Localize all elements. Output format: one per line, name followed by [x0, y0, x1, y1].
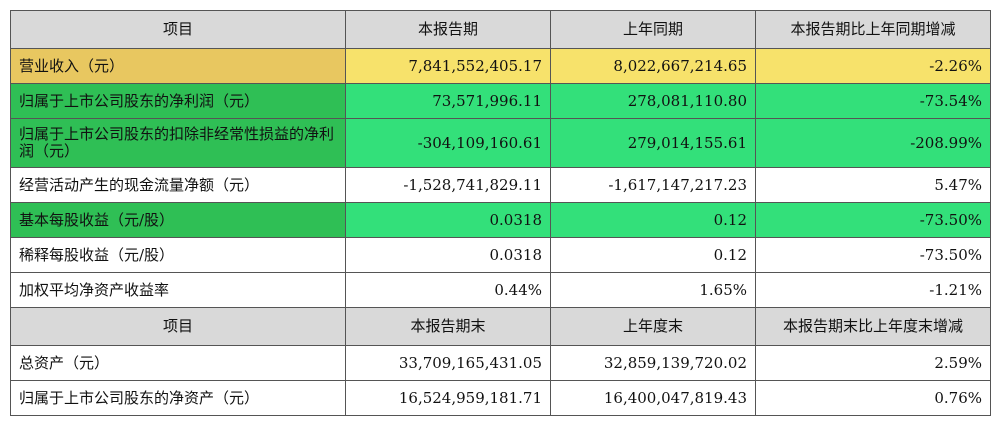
- row-label: 归属于上市公司股东的扣除非经常性损益的净利润（元）: [10, 118, 346, 168]
- table-row: 归属于上市公司股东的扣除非经常性损益的净利润（元） -304,109,160.6…: [10, 118, 991, 168]
- table-header-row: 项目 本报告期末 上年度末 本报告期末比上年度末增减: [10, 307, 991, 346]
- table-row: 归属于上市公司股东的净利润（元） 73,571,996.11 278,081,1…: [10, 83, 991, 119]
- table-row: 加权平均净资产收益率 0.44% 1.65% -1.21%: [10, 272, 991, 308]
- financial-summary-table: 项目 本报告期 上年同期 本报告期比上年同期增减 营业收入（元） 7,841,5…: [10, 10, 991, 416]
- row-prior-value: -1,617,147,217.23: [550, 167, 756, 203]
- row-change-value: -73.50%: [755, 202, 991, 238]
- row-current-value: 33,709,165,431.05: [345, 345, 551, 381]
- row-change-value: 0.76%: [755, 380, 991, 416]
- row-current-value: 0.0318: [345, 237, 551, 273]
- row-change-value: -208.99%: [755, 118, 991, 168]
- row-label: 经营活动产生的现金流量净额（元）: [10, 167, 346, 203]
- table-row: 经营活动产生的现金流量净额（元） -1,528,741,829.11 -1,61…: [10, 167, 991, 203]
- row-prior-value: 0.12: [550, 202, 756, 238]
- row-current-value: 73,571,996.11: [345, 83, 551, 119]
- row-prior-value: 278,081,110.80: [550, 83, 756, 119]
- row-change-value: -1.21%: [755, 272, 991, 308]
- row-label: 加权平均净资产收益率: [10, 272, 346, 308]
- row-prior-value: 8,022,667,214.65: [550, 48, 756, 84]
- header-cell-current: 本报告期: [345, 10, 551, 49]
- header-cell-change: 本报告期末比上年度末增减: [755, 307, 991, 346]
- table-row: 总资产（元） 33,709,165,431.05 32,859,139,720.…: [10, 345, 991, 381]
- row-prior-value: 279,014,155.61: [550, 118, 756, 168]
- row-change-value: 5.47%: [755, 167, 991, 203]
- header-cell-item: 项目: [10, 307, 346, 346]
- row-prior-value: 32,859,139,720.02: [550, 345, 756, 381]
- row-label: 总资产（元）: [10, 345, 346, 381]
- header-cell-item: 项目: [10, 10, 346, 49]
- table-header-row: 项目 本报告期 上年同期 本报告期比上年同期增减: [10, 10, 991, 49]
- table-row: 稀释每股收益（元/股） 0.0318 0.12 -73.50%: [10, 237, 991, 273]
- header-cell-prior: 上年同期: [550, 10, 756, 49]
- row-change-value: -2.26%: [755, 48, 991, 84]
- row-prior-value: 1.65%: [550, 272, 756, 308]
- row-label: 归属于上市公司股东的净利润（元）: [10, 83, 346, 119]
- row-change-value: -73.54%: [755, 83, 991, 119]
- header-cell-change: 本报告期比上年同期增减: [755, 10, 991, 49]
- row-current-value: 16,524,959,181.71: [345, 380, 551, 416]
- row-current-value: 0.44%: [345, 272, 551, 308]
- table-row: 营业收入（元） 7,841,552,405.17 8,022,667,214.6…: [10, 48, 991, 84]
- row-label: 基本每股收益（元/股）: [10, 202, 346, 238]
- header-cell-period-end: 本报告期末: [345, 307, 551, 346]
- row-prior-value: 0.12: [550, 237, 756, 273]
- row-prior-value: 16,400,047,819.43: [550, 380, 756, 416]
- row-change-value: -73.50%: [755, 237, 991, 273]
- row-label: 营业收入（元）: [10, 48, 346, 84]
- row-current-value: 7,841,552,405.17: [345, 48, 551, 84]
- header-cell-prior-year-end: 上年度末: [550, 307, 756, 346]
- row-current-value: -1,528,741,829.11: [345, 167, 551, 203]
- row-label: 归属于上市公司股东的净资产（元）: [10, 380, 346, 416]
- table-row: 基本每股收益（元/股） 0.0318 0.12 -73.50%: [10, 202, 991, 238]
- row-current-value: -304,109,160.61: [345, 118, 551, 168]
- row-current-value: 0.0318: [345, 202, 551, 238]
- row-change-value: 2.59%: [755, 345, 991, 381]
- row-label: 稀释每股收益（元/股）: [10, 237, 346, 273]
- table-row: 归属于上市公司股东的净资产（元） 16,524,959,181.71 16,40…: [10, 380, 991, 416]
